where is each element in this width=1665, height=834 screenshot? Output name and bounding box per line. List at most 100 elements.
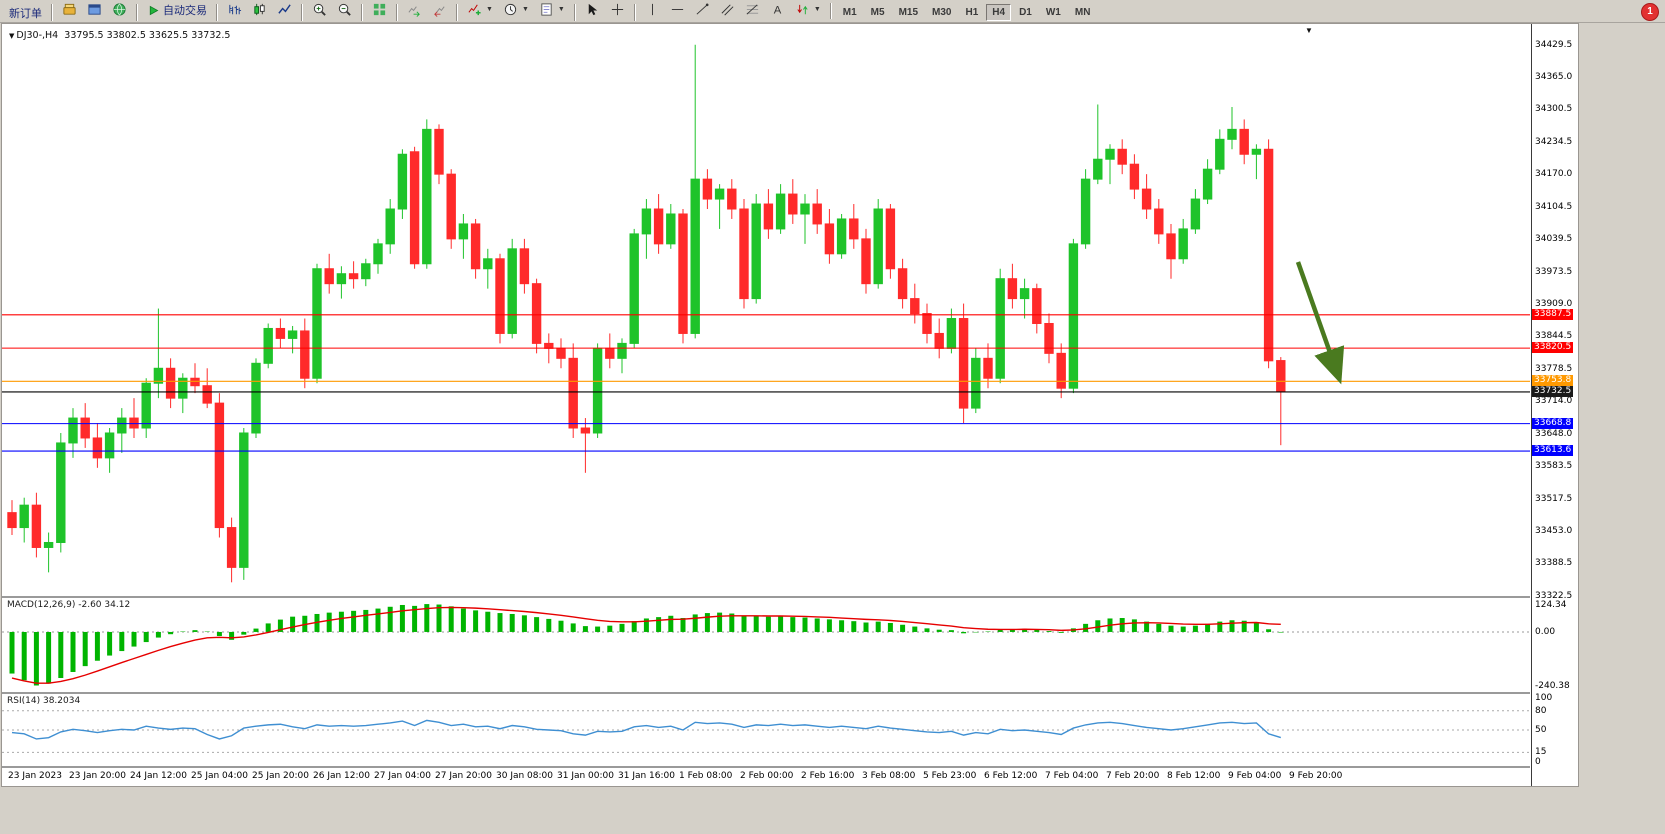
- auto-scroll-icon[interactable]: [403, 0, 426, 20]
- zoom-in-icon[interactable]: [308, 0, 331, 20]
- cursor-icon[interactable]: [581, 0, 604, 20]
- chevron-down-icon: ▼: [486, 5, 493, 13]
- chart-shift-icon[interactable]: [428, 0, 451, 20]
- toolbar-button-groups: 新订单 自动交易 ▼ ▼ ▼ A ▼: [4, 0, 826, 24]
- bar-chart-icon[interactable]: [223, 0, 246, 20]
- timeframe-h1-button[interactable]: H1: [965, 7, 979, 18]
- price-axis-label: 34170.0: [1535, 169, 1573, 180]
- autotrading-button[interactable]: 自动交易: [143, 0, 211, 21]
- timeframe-m30-button[interactable]: M30: [932, 7, 952, 18]
- line-chart-icon[interactable]: [273, 0, 296, 20]
- time-axis-label: 31 Jan 00:00: [557, 771, 614, 781]
- macd-scale-min: -240.38: [1535, 681, 1570, 691]
- price-scale[interactable]: 34429.5 34365.0 34300.5 34234.5 34170.0 34104…: [1531, 24, 1578, 786]
- chevron-down-icon: ▼: [557, 5, 565, 13]
- toolbar-separator: [396, 3, 398, 21]
- horizontal-line-icon[interactable]: [666, 0, 689, 20]
- time-axis-label: 31 Jan 16:00: [618, 771, 675, 781]
- price-axis-label: 34234.5: [1535, 137, 1573, 148]
- pane-separator[interactable]: [2, 596, 1530, 598]
- time-axis-label: 23 Jan 2023: [8, 771, 62, 781]
- gold-box-icon[interactable]: [58, 0, 81, 20]
- indicators-button[interactable]: ▼: [463, 0, 497, 20]
- time-axis-label: 24 Jan 12:00: [130, 771, 187, 781]
- price-axis-label: 33388.5: [1535, 558, 1573, 569]
- timeframe-m5-button[interactable]: M5: [870, 7, 885, 18]
- time-axis-label: 9 Feb 20:00: [1289, 771, 1343, 781]
- rsi-scale-label: 0: [1535, 757, 1541, 767]
- price-axis-label: 33909.0: [1535, 299, 1573, 310]
- vertical-line-icon[interactable]: [641, 0, 664, 20]
- periods-button[interactable]: ▼: [499, 0, 533, 20]
- new-order-button[interactable]: 新订单: [9, 7, 42, 20]
- toolbar-separator: [136, 3, 138, 21]
- crosshair-icon[interactable]: [606, 0, 629, 20]
- price-axis-label: 33714.0: [1535, 396, 1573, 407]
- time-axis-label: 26 Jan 12:00: [313, 771, 370, 781]
- toolbar-separator: [633, 3, 636, 21]
- toolbar-separator: [361, 3, 363, 21]
- timeframe-w1-button[interactable]: W1: [1045, 7, 1061, 18]
- price-axis-label: 33844.5: [1535, 331, 1573, 342]
- price-axis-label: 33778.5: [1535, 364, 1573, 375]
- price-axis-label: 33322.5: [1535, 591, 1573, 601]
- equidistant-channel-icon[interactable]: [716, 0, 739, 20]
- zoom-out-icon[interactable]: [333, 0, 356, 20]
- level-price-tag: 33887.5: [1532, 308, 1574, 320]
- time-axis-label: 27 Jan 04:00: [374, 771, 431, 781]
- time-axis-label: 7 Feb 20:00: [1106, 771, 1160, 781]
- timeframe-mn-button[interactable]: MN: [1074, 7, 1091, 18]
- blue-window-icon[interactable]: [83, 0, 106, 20]
- tile-windows-icon[interactable]: [368, 0, 391, 20]
- time-axis-label: 30 Jan 08:00: [496, 771, 553, 781]
- one-click-caret-icon[interactable]: ▼: [9, 32, 15, 40]
- time-axis-label: 25 Jan 04:00: [191, 771, 248, 781]
- templates-button[interactable]: ▼: [535, 0, 569, 20]
- timeframe-d1-button[interactable]: D1: [1019, 7, 1032, 18]
- pane-separator[interactable]: [2, 692, 1530, 694]
- rsi-scale-label: 15: [1535, 747, 1547, 758]
- macd-signal-value: 34.12: [104, 600, 131, 610]
- price-axis-label: 34104.5: [1535, 201, 1573, 212]
- price-axis-label: 33648.0: [1535, 428, 1573, 439]
- time-axis[interactable]: 23 Jan 2023 23 Jan 20:00 24 Jan 12:00 25 Ja…: [2, 768, 1530, 785]
- rsi-plot[interactable]: [2, 694, 1530, 766]
- price-axis-label: 33453.0: [1535, 526, 1573, 537]
- macd-scale-zero: 0.00: [1535, 626, 1556, 637]
- macd-pane[interactable]: MACD(12,26,9) -2.60 34.12: [2, 598, 1530, 692]
- candlestick-chart[interactable]: [2, 24, 1530, 596]
- notification-badge[interactable]: 1: [1641, 3, 1659, 21]
- macd-scale-max: 124.34: [1535, 600, 1567, 610]
- level-price-tag: 33820.5: [1532, 342, 1574, 354]
- timeframe-m1-button[interactable]: M1: [842, 7, 857, 18]
- rsi-pane[interactable]: RSI(14) 38.2034: [2, 694, 1530, 766]
- macd-main-value: -2.60: [78, 600, 102, 610]
- rsi-scale-label: 50: [1535, 725, 1547, 735]
- candles[interactable]: [7, 44, 1286, 583]
- candlestick-chart-icon[interactable]: [248, 0, 271, 20]
- main-chart-pane[interactable]: ▼ DJ30-,H4 33795.5 33802.5 33625.5 33732.…: [2, 24, 1530, 596]
- price-axis-label: 34365.0: [1535, 72, 1573, 83]
- timeframe-h4-button[interactable]: H4: [986, 4, 1012, 21]
- time-axis-label: 8 Feb 12:00: [1167, 771, 1221, 781]
- macd-plot[interactable]: [2, 598, 1530, 692]
- chevron-down-icon: ▼: [813, 5, 821, 13]
- chart-caret-icon[interactable]: ▼: [1305, 26, 1313, 35]
- macd-label: MACD(12,26,9) -2.60 34.12: [7, 600, 131, 610]
- text-label-icon[interactable]: A: [766, 0, 789, 20]
- svg-text:A: A: [774, 4, 782, 16]
- price-axis-label: 33583.5: [1535, 461, 1573, 472]
- symbol-period-label: DJ30-,H4: [16, 30, 59, 41]
- rsi-scale-label: 100: [1535, 693, 1553, 703]
- rsi-line: [11, 719, 1282, 740]
- toolbar-separator: [456, 3, 458, 21]
- trendline-icon[interactable]: [691, 0, 714, 20]
- pane-separator[interactable]: [2, 766, 1530, 768]
- chevron-down-icon: ▼: [521, 5, 529, 13]
- arrows-icon[interactable]: ▼: [791, 0, 825, 20]
- trend-arrow[interactable]: [1295, 261, 1345, 385]
- green-globe-icon[interactable]: [108, 0, 131, 20]
- fibonacci-icon[interactable]: [741, 0, 764, 20]
- timeframe-m15-button[interactable]: M15: [898, 7, 919, 18]
